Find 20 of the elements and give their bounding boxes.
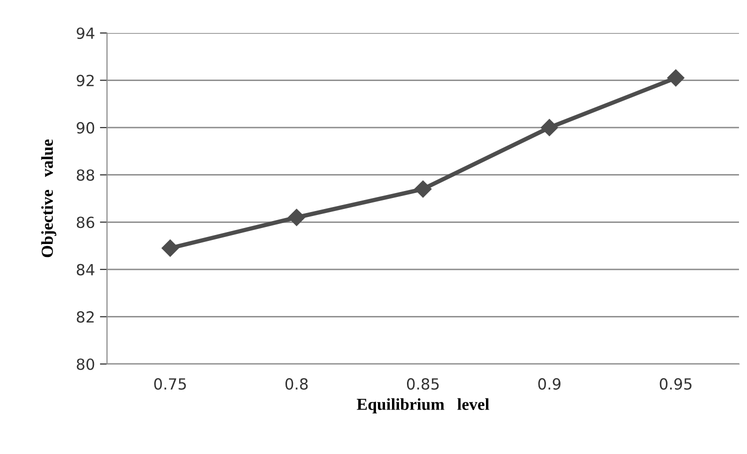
y-tick-label: 88 (76, 169, 94, 181)
y-tick-label: 92 (76, 74, 94, 86)
y-tick-label: 84 (76, 264, 94, 276)
x-tick-label: 0.9 (538, 378, 560, 390)
x-tick-label: 0.95 (660, 378, 692, 390)
point (667, 69, 684, 86)
point (162, 240, 179, 257)
y-tick-label: 90 (76, 122, 94, 134)
y-axis-title: Objective value (41, 139, 56, 258)
y-tick-label: 80 (76, 358, 94, 370)
y-tick-label: 82 (76, 311, 94, 323)
point (288, 208, 306, 226)
y-tick-label: 94 (76, 27, 94, 40)
point (540, 119, 558, 136)
x-tick-label: 0.85 (407, 378, 439, 390)
x-tick-label: 0.8 (285, 378, 308, 390)
x-tick-label: 0.75 (154, 378, 186, 390)
point (414, 180, 432, 198)
x-axis-title: Equilibrium level (356, 398, 490, 414)
y-tick-label: 86 (76, 216, 94, 228)
